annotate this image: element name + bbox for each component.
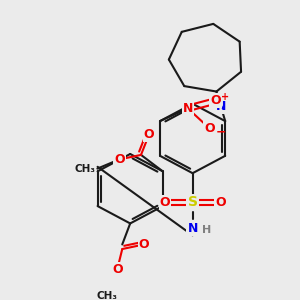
Text: H: H xyxy=(202,225,211,235)
Text: S: S xyxy=(188,195,198,209)
Text: N: N xyxy=(188,221,198,235)
Text: O: O xyxy=(144,128,154,141)
Text: N: N xyxy=(183,102,193,115)
Text: O: O xyxy=(139,238,149,251)
Text: +: + xyxy=(221,92,230,102)
Text: O: O xyxy=(215,196,226,209)
Text: −: − xyxy=(216,126,227,139)
Text: O: O xyxy=(204,122,215,135)
Text: O: O xyxy=(112,262,123,276)
Text: O: O xyxy=(160,196,170,209)
Text: CH₃: CH₃ xyxy=(74,164,95,174)
Text: O: O xyxy=(114,153,124,166)
Text: O: O xyxy=(210,94,221,107)
Text: N: N xyxy=(216,100,226,113)
Text: CH₃: CH₃ xyxy=(97,291,118,300)
